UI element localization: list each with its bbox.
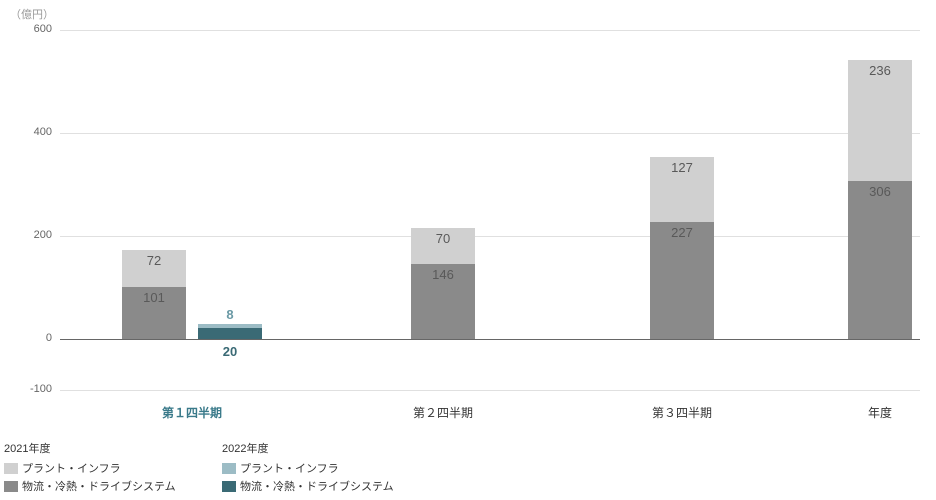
bar-segment-bottom: [848, 181, 912, 338]
data-label: 20: [198, 344, 262, 359]
bar-segment-top: [848, 60, 912, 181]
data-label: 236: [848, 63, 912, 78]
legend-2022: 2022年度 プラント・インフラ 物流・冷熱・ドライブシステム: [222, 440, 394, 496]
y-tick-label: 0: [12, 332, 52, 344]
data-label: 306: [848, 184, 912, 199]
legend-2021: 2021年度 プラント・インフラ 物流・冷熱・ドライブシステム: [4, 440, 176, 496]
legend-item: 物流・冷熱・ドライブシステム: [222, 478, 394, 494]
legend-item: プラント・インフラ: [4, 460, 176, 476]
bar-segment-bottom: [198, 328, 262, 338]
x-tick-label: 第２四半期: [383, 404, 503, 421]
legend-swatch: [222, 463, 236, 474]
y-axis-unit: （億円）: [10, 6, 54, 22]
legend-item: 物流・冷熱・ドライブシステム: [4, 478, 176, 494]
y-tick-label: -100: [12, 383, 52, 395]
legend-label: プラント・インフラ: [22, 460, 121, 476]
legend-swatch: [222, 481, 236, 492]
legend-swatch: [4, 481, 18, 492]
y-tick-label: 200: [12, 229, 52, 241]
legend-label: プラント・インフラ: [240, 460, 339, 476]
data-label: 72: [122, 253, 186, 268]
legend-label: 物流・冷熱・ドライブシステム: [22, 478, 176, 494]
y-tick-label: 400: [12, 126, 52, 138]
legend-item: プラント・インフラ: [222, 460, 394, 476]
data-label: 146: [411, 267, 475, 282]
y-tick-label: 600: [12, 23, 52, 35]
data-label: 227: [650, 225, 714, 240]
legend-label: 物流・冷熱・ドライブシステム: [240, 478, 394, 494]
x-tick-label: 第１四半期: [132, 404, 252, 421]
legend-year-2022: 2022年度: [222, 440, 394, 456]
data-label: 101: [122, 290, 186, 305]
plot-area: 101 72 20 8 146 70 227 127 306 236: [60, 30, 920, 390]
data-label: 127: [650, 160, 714, 175]
data-label: 70: [411, 231, 475, 246]
bar-segment-top: [198, 324, 262, 328]
x-tick-label: 第３四半期: [622, 404, 742, 421]
legend-swatch: [4, 463, 18, 474]
legend-year-2021: 2021年度: [4, 440, 176, 456]
data-label: 8: [198, 307, 262, 322]
gridline: [60, 390, 920, 391]
x-tick-label: 年度: [820, 404, 936, 421]
chart-container: （億円） -100 0 200 400 600 101 72 20 8 146 70 227 127 3…: [0, 0, 936, 500]
